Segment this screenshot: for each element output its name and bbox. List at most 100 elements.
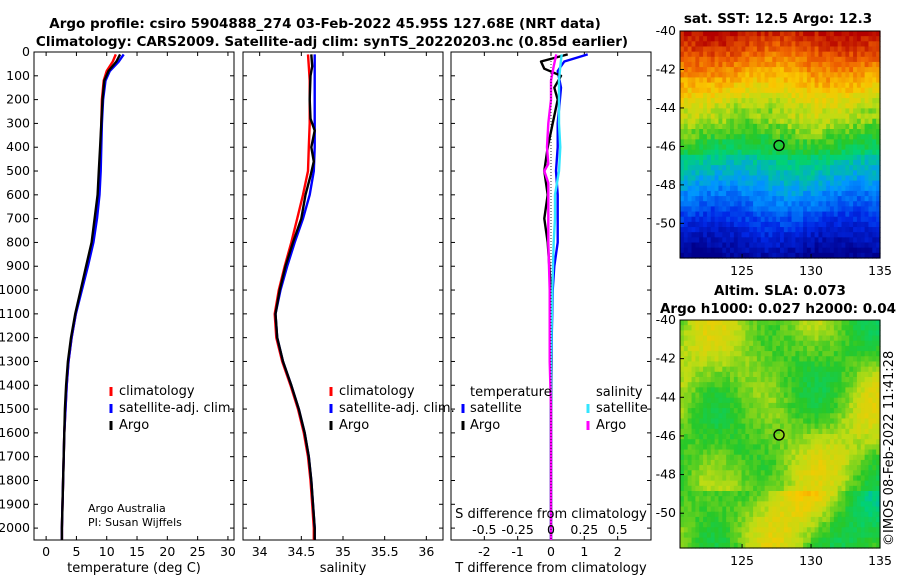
sst_map-cell (687, 252, 693, 259)
sst_map-cell (860, 77, 866, 84)
sla_map-cell (845, 496, 850, 502)
sst_map-cell (768, 41, 773, 48)
sla_map-cell (680, 335, 685, 342)
sla_map-cell (856, 516, 862, 523)
sst_map-cell (783, 154, 789, 161)
sst_map-cell (841, 252, 846, 259)
sst_map-cell (772, 129, 777, 135)
sla_map-cell (718, 506, 723, 513)
sla_map-cell (714, 511, 720, 518)
sst_map-cell (872, 216, 877, 223)
sst_map-cell (826, 82, 831, 89)
sst_map-cell (722, 51, 727, 58)
sla_map-cell (691, 402, 696, 409)
sla_map-cell (826, 506, 831, 513)
sst_map-cell (856, 123, 862, 130)
sst_map-cell (833, 206, 839, 213)
sla_map-cell (803, 397, 808, 404)
sst_map-cell (683, 154, 689, 161)
sst_map-cell (730, 175, 735, 182)
sst_map-cell (687, 98, 693, 104)
sla_map-cell (749, 320, 754, 326)
sla_map-cell (872, 361, 877, 368)
sla_map-cell (737, 345, 743, 352)
sla_map-cell (783, 470, 789, 477)
sst_map-cell (826, 180, 831, 187)
sla_map-cell (683, 361, 689, 368)
sla_map-cell (783, 397, 789, 404)
sla_map-cell (706, 532, 712, 539)
sla_map-cell (845, 382, 850, 388)
sla_map-cell (791, 496, 796, 502)
sst_map-cell (872, 170, 877, 177)
sla_map-cell (868, 413, 873, 420)
sst_map-cell (683, 170, 689, 177)
sst_map-cell (714, 82, 720, 89)
sla_map-cell (683, 470, 689, 477)
sst_map-cell (680, 129, 685, 135)
sst_map-cell (722, 221, 727, 228)
sla_map-cell (764, 402, 770, 409)
legend-label: Argo (119, 418, 149, 433)
sst_map-cell (799, 46, 804, 53)
sst_map-cell (741, 227, 746, 233)
sst_map-cell (683, 206, 689, 213)
sla_map-cell (768, 345, 773, 352)
sst_map-cell (768, 242, 773, 249)
sst_map-cell (683, 232, 689, 238)
sla_map-cell (695, 335, 700, 342)
sla_map-cell (695, 480, 700, 487)
sla_map-cell (687, 465, 693, 471)
sla_map-cell (783, 325, 789, 331)
sla_map-cell (833, 325, 839, 331)
sst_map-cell (718, 134, 723, 140)
sla_map-cell (872, 325, 877, 331)
sst_map-cell (695, 237, 700, 244)
sst_map-cell (699, 51, 704, 58)
sst_map-cell (780, 98, 785, 104)
sla_map-cell (845, 475, 850, 482)
sst_map-cell (756, 159, 762, 166)
sla_map-cell (791, 377, 796, 383)
sst_map-cell (822, 92, 827, 99)
sst_map-cell (768, 180, 773, 187)
sst_map-cell (722, 227, 727, 233)
sst_map-cell (737, 98, 743, 104)
sla_map-cell (772, 408, 777, 414)
sst_map-cell (764, 103, 770, 109)
sla_map-cell (680, 485, 685, 492)
sst_map-cell (776, 237, 781, 244)
sla_map-cell (806, 351, 812, 357)
sla_map-cell (787, 470, 793, 477)
sla_map-cell (768, 351, 773, 357)
sst_map-cell (837, 77, 843, 84)
sst_map-cell (810, 232, 816, 238)
sst_map-cell (695, 98, 700, 104)
sst_map-cell (833, 242, 839, 249)
sst_map-cell (760, 232, 766, 238)
sla_map-cell (745, 371, 750, 378)
sst_map-cell (864, 77, 870, 84)
sla_map-cell (849, 325, 854, 331)
sst_map-cell (818, 201, 823, 208)
sst_map-cell (860, 118, 866, 125)
sst_map-cell (683, 216, 689, 223)
sst_map-cell (772, 206, 777, 213)
sla_map-cell (787, 402, 793, 409)
sst_map-cell (730, 82, 735, 89)
sst_map-cell (764, 144, 770, 151)
sst_map-cell (714, 134, 720, 140)
sst_map-cell (714, 46, 720, 53)
sst_map-cell (780, 92, 785, 99)
sla_map-cell (833, 522, 839, 528)
sst_map-cell (860, 252, 866, 259)
sla_map-cell (714, 320, 720, 326)
sst_map-cell (853, 247, 858, 254)
sla_map-cell (756, 361, 762, 368)
sst_map-cell (814, 41, 820, 48)
sst_map-cell (783, 113, 789, 120)
sla_map-cell (756, 527, 762, 534)
sla_map-cell (795, 511, 800, 518)
sst_map-cell (737, 56, 743, 63)
sst_map-cell (787, 108, 793, 115)
